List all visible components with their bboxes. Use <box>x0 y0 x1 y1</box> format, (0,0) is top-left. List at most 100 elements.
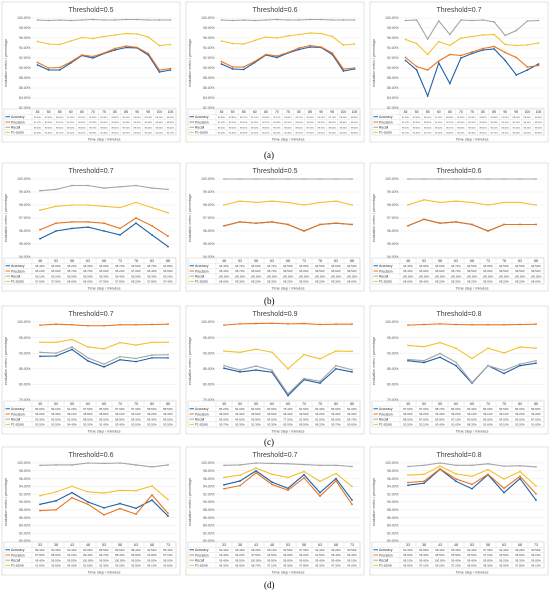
data-point-recall <box>335 364 337 367</box>
table-cell: 93.00% <box>284 117 291 119</box>
legend-label: Precision <box>379 269 393 273</box>
y-tick-label: 100.00% <box>17 16 30 20</box>
table-cell: 96.30% <box>329 133 336 135</box>
x-axis-label: Time step / minutes <box>272 287 305 291</box>
x-tick-label: 65 <box>286 402 290 406</box>
data-point-f1-score <box>519 346 521 348</box>
table-cell: 92.60% <box>78 122 85 124</box>
data-point-recall <box>242 19 245 21</box>
legend-label: Precision <box>11 412 25 416</box>
table-cell: 98.30% <box>267 280 277 284</box>
table-cell: 93.60% <box>111 117 118 119</box>
data-point-accuracy <box>135 222 137 225</box>
data-point-f1-score <box>455 347 457 350</box>
x-tick-label: 60 <box>69 110 73 114</box>
table-cell: 93.50% <box>51 423 61 427</box>
x-tick-label: 70 <box>275 110 279 114</box>
x-tick-label: 68 <box>150 543 154 547</box>
y-tick-label: 96.00% <box>19 36 31 40</box>
data-point-accuracy <box>537 63 540 65</box>
table-cell: 99.70% <box>273 127 280 129</box>
table-cell: 99.30% <box>99 274 109 278</box>
data-point-precision <box>342 68 345 70</box>
panel-label-a: (a) <box>264 150 274 160</box>
data-point-recall <box>287 19 289 21</box>
data-point-f1-score <box>220 40 223 42</box>
table-cell: 99.60% <box>218 127 225 129</box>
data-point-recall <box>231 19 234 22</box>
table-cell: 94.00% <box>67 564 77 568</box>
table-cell: 90.20% <box>240 122 247 124</box>
table-cell: 98.20% <box>315 280 325 284</box>
y-tick-label: 96.00% <box>387 477 399 481</box>
y-axis-label: evaluation metric / percentage <box>4 478 8 526</box>
data-point-precision <box>80 54 83 56</box>
data-point-precision <box>471 223 473 226</box>
data-point-accuracy <box>515 74 518 76</box>
y-tick-label: 94.00% <box>387 46 399 50</box>
x-tick-label: 53 <box>286 543 290 547</box>
table-cell: 99.00% <box>35 412 45 416</box>
y-tick-label: 92.00% <box>19 56 31 60</box>
x-tick-label: 90 <box>503 110 507 114</box>
data-point-accuracy <box>482 49 484 51</box>
table-cell: 89.90% <box>167 122 174 124</box>
y-tick-label: 84.00% <box>19 96 31 100</box>
y-axis-label: evaluation metric / percentage <box>188 478 192 526</box>
data-point-precision <box>537 64 540 67</box>
data-point-precision <box>504 51 507 54</box>
data-point-precision <box>423 323 425 326</box>
table-cell: 99.60% <box>100 127 107 129</box>
chart-4: Threshold=0.7 evaluation metric / percent… <box>1 162 181 292</box>
data-point-accuracy <box>415 69 418 71</box>
data-point-recall <box>58 19 61 21</box>
table-cell: 91.30% <box>218 122 225 124</box>
table-cell: 86.00% <box>219 417 229 421</box>
data-point-f1-score <box>342 44 345 46</box>
data-point-recall <box>239 178 241 180</box>
data-point-recall <box>80 19 83 21</box>
y-tick-label: 85.00% <box>387 367 399 371</box>
data-point-accuracy <box>351 499 353 501</box>
data-point-accuracy <box>39 503 41 506</box>
data-point-precision <box>239 322 241 325</box>
y-tick-label: 98.00% <box>387 26 399 30</box>
table-cell: 96.00% <box>483 264 493 268</box>
x-tick-label: 70 <box>486 402 490 406</box>
data-point-f1-score <box>103 205 105 208</box>
table-cell: 100.00% <box>482 274 494 278</box>
table-cell: 86.00% <box>451 407 461 411</box>
x-tick-label: 88 <box>350 259 354 263</box>
legend-label: F1-score <box>379 423 392 427</box>
table-cell: 99.20% <box>515 412 525 416</box>
table-cell: 93.40% <box>435 423 445 427</box>
table-cell: 92.70% <box>424 133 431 135</box>
table-cell: 93.50% <box>35 423 45 427</box>
table-cell: 99.20% <box>315 412 325 416</box>
y-tick-label: 98.00% <box>203 203 215 207</box>
table-cell: 95.90% <box>499 564 509 568</box>
data-point-f1-score <box>71 204 73 206</box>
table-cell: 99.00% <box>219 412 229 416</box>
x-tick-label: 45 <box>406 402 410 406</box>
table-cell: 92.90% <box>145 122 152 124</box>
table-cell: 86.00% <box>483 417 493 421</box>
table-cell: 97.80% <box>299 564 309 568</box>
table-cell: 97.80% <box>115 280 125 284</box>
table-cell: 96.20% <box>262 133 269 135</box>
table-cell: 93.00% <box>115 564 125 568</box>
data-point-f1-score <box>471 357 473 360</box>
table-cell: 96.50% <box>467 269 477 273</box>
table-cell: 92.00% <box>67 417 77 421</box>
table-cell: 83.90% <box>267 407 277 411</box>
legend-label: Recall <box>379 418 388 422</box>
data-point-f1-score <box>151 341 153 344</box>
table-cell: 96.60% <box>251 264 261 268</box>
table-cell: 76.40% <box>283 407 293 411</box>
x-tick-label: 90 <box>319 110 323 114</box>
data-point-recall <box>351 368 353 371</box>
table-cell: 93.00% <box>100 122 107 124</box>
table-cell: 98.20% <box>131 280 141 284</box>
data-point-precision <box>92 55 94 58</box>
table-cell: 96.70% <box>451 264 461 268</box>
